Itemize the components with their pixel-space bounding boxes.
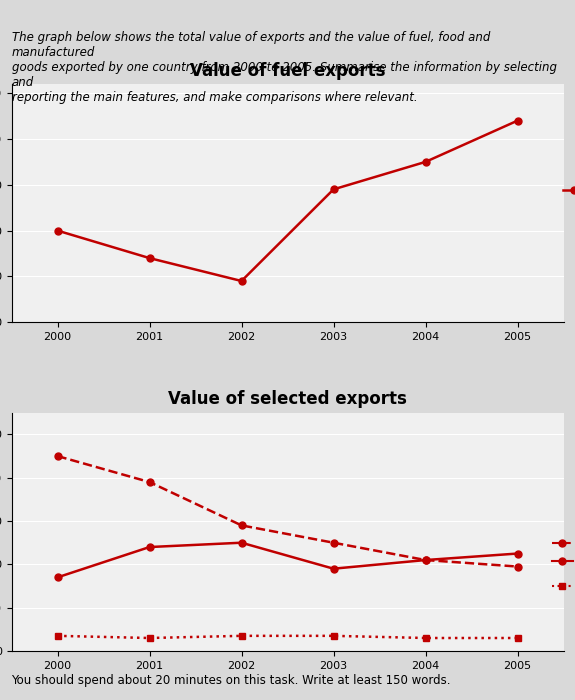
Text: The graph below shows the total value of exports and the value of fuel, food and: The graph below shows the total value of…: [12, 32, 557, 104]
Title: Value of fuel exports: Value of fuel exports: [190, 62, 385, 80]
Title: Value of selected exports: Value of selected exports: [168, 391, 407, 408]
Legend: Fuel, Food, Manufactured
goods: Fuel, Food, Manufactured goods: [548, 534, 575, 601]
Legend: Total: Total: [558, 182, 575, 201]
Text: You should spend about 20 minutes on this task. Write at least 150 words.: You should spend about 20 minutes on thi…: [12, 674, 451, 687]
